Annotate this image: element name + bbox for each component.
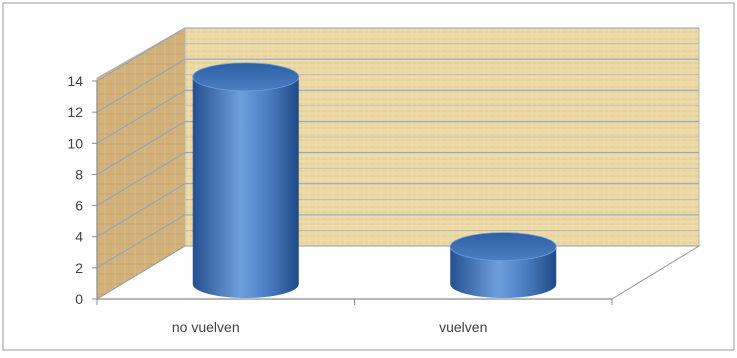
axes [96,81,613,305]
bar-body [450,246,557,298]
y-tick-label: 0 [75,291,83,307]
bars [192,62,557,299]
gridline-side [96,27,186,82]
y-tick-label: 10 [67,135,83,151]
gridline-side [96,89,186,144]
bar-top [192,62,300,92]
gridline-side [96,58,186,113]
y-tick-label: 14 [67,73,83,89]
x-tick-label: no vuelven [172,319,240,335]
bar-top [449,232,557,262]
y-tick-label: 4 [75,229,83,245]
gridline-side [96,152,186,206]
gridline-side [96,183,186,238]
bar [449,232,557,298]
bar-body [192,76,299,299]
bar [192,62,300,299]
y-tick-label: 8 [75,166,83,182]
x-tick-label: vuelven [439,319,487,335]
gridline-side [96,121,186,175]
y-axis-ticks: 0 2 4 6 8 10 12 14 [67,73,97,307]
y-tick-label: 2 [75,260,83,276]
x-axis-labels: no vuelven vuelven [172,319,487,335]
gridline-side [96,214,186,269]
y-tick-label: 12 [67,104,83,120]
y-tick-label: 6 [75,198,83,214]
